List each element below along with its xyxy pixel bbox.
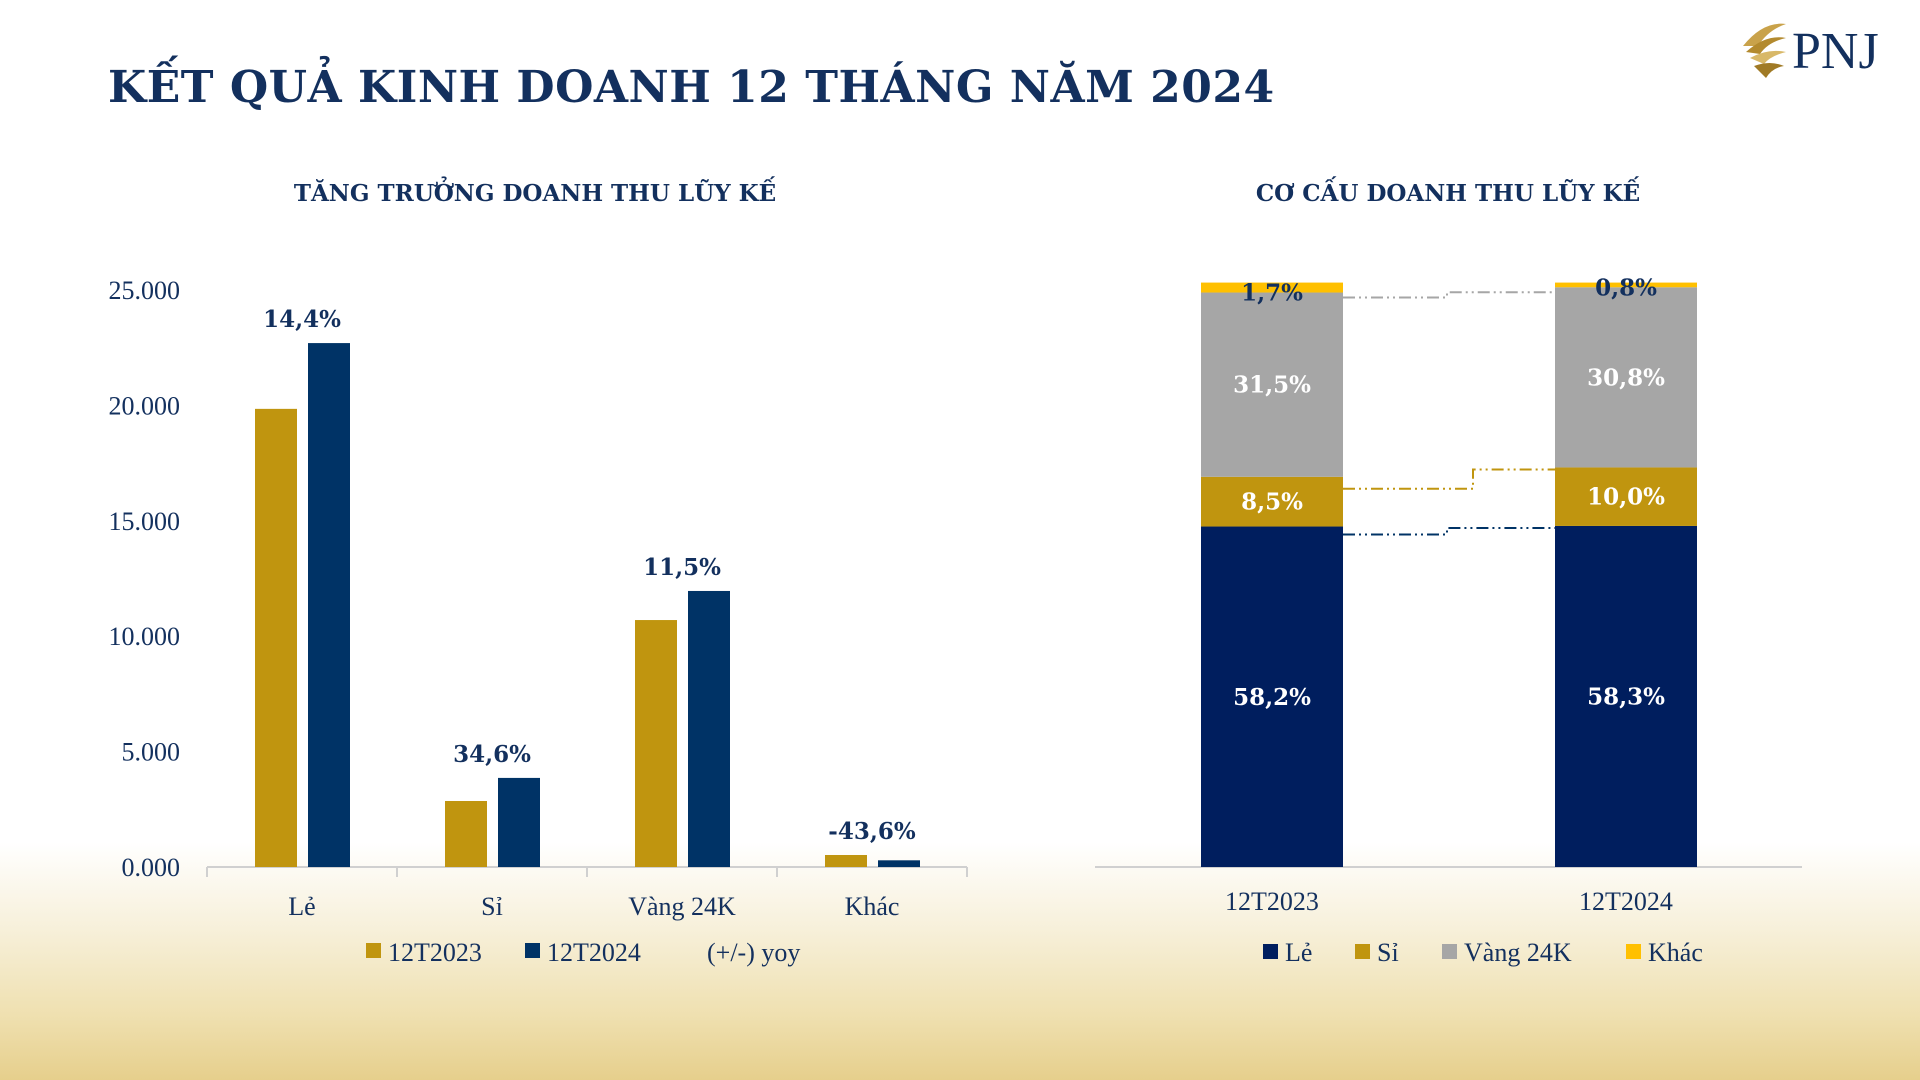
y-tick-label: 0.000 xyxy=(122,853,181,882)
bar-12T2024 xyxy=(878,860,920,867)
stacked-bar-Khác xyxy=(1201,282,1343,293)
legend-label: Khác xyxy=(1648,938,1703,967)
segment-label: 8,5% xyxy=(1241,489,1303,516)
segment-label: 58,2% xyxy=(1233,684,1311,711)
yoy-label: 11,5% xyxy=(643,554,721,581)
legend-label: 12T2023 xyxy=(388,938,482,967)
legend-swatch xyxy=(1626,944,1641,959)
bar-12T2024 xyxy=(498,777,540,867)
y-tick-label: 5.000 xyxy=(122,738,181,767)
bar-12T2023 xyxy=(635,620,677,867)
legend-swatch xyxy=(1355,944,1370,959)
x-tick-label: Vàng 24K xyxy=(628,892,736,921)
connector-line xyxy=(1343,468,1555,490)
legend-label: (+/-) yoy xyxy=(707,938,800,967)
stacked-bar-Khác xyxy=(1555,282,1697,288)
connector-line xyxy=(1343,291,1555,299)
segment-label: 1,7% xyxy=(1241,280,1303,307)
y-tick-label: 10.000 xyxy=(109,622,181,651)
stacked-bar-Sỉ xyxy=(1555,467,1697,526)
stacked-bar-Lẻ xyxy=(1201,526,1343,867)
x-tick-label: Khác xyxy=(845,892,900,921)
legend-label: Vàng 24K xyxy=(1464,938,1572,967)
yoy-label: 14,4% xyxy=(263,306,341,333)
bar-12T2023 xyxy=(445,800,487,867)
legend-label: Lẻ xyxy=(1285,938,1312,967)
bar-12T2023 xyxy=(255,408,297,867)
stacked-bar-Vàng 24K xyxy=(1555,287,1697,468)
bar-12T2023 xyxy=(825,854,867,867)
legend-swatch xyxy=(1442,944,1457,959)
connector-line xyxy=(1343,526,1555,536)
yoy-label: -43,6% xyxy=(828,818,916,845)
pnj-logo: PNJ xyxy=(1738,16,1879,86)
y-tick-label: 20.000 xyxy=(109,391,181,420)
x-tick-label: Sỉ xyxy=(481,892,503,921)
logo-text: PNJ xyxy=(1792,22,1879,80)
segment-label: 30,8% xyxy=(1587,364,1665,391)
legend-swatch xyxy=(525,943,540,958)
bar-12T2024 xyxy=(308,343,350,868)
y-tick-label: 15.000 xyxy=(109,507,181,536)
stacked-bar-Lẻ xyxy=(1555,525,1697,867)
x-tick-label: 12T2023 xyxy=(1225,887,1319,916)
legend-label: 12T2024 xyxy=(547,938,641,967)
segment-label: 58,3% xyxy=(1587,683,1665,710)
left-chart-title: TĂNG TRƯỞNG DOANH THU LŨY KẾ xyxy=(293,180,777,207)
stacked-bar-Vàng 24K xyxy=(1201,292,1343,477)
y-tick-label: 25.000 xyxy=(109,276,181,305)
segment-label: 10,0% xyxy=(1587,484,1665,511)
right-chart-title: CƠ CẤU DOANH THU LŨY KẾ xyxy=(1255,180,1641,207)
logo-mark-icon xyxy=(1743,23,1786,78)
legend-label: Sỉ xyxy=(1377,938,1399,967)
bar-12T2024 xyxy=(688,590,730,867)
legend-swatch xyxy=(366,943,381,958)
yoy-label: 34,6% xyxy=(453,741,531,768)
x-tick-label: Lẻ xyxy=(288,892,315,921)
segment-label: 31,5% xyxy=(1233,372,1311,399)
page-title: KẾT QUẢ KINH DOANH 12 THÁNG NĂM 2024 xyxy=(108,62,1275,113)
legend-swatch xyxy=(1263,944,1278,959)
x-tick-label: 12T2024 xyxy=(1579,887,1673,916)
segment-label: 0,8% xyxy=(1595,274,1657,301)
stacked-bar-Sỉ xyxy=(1201,476,1343,527)
